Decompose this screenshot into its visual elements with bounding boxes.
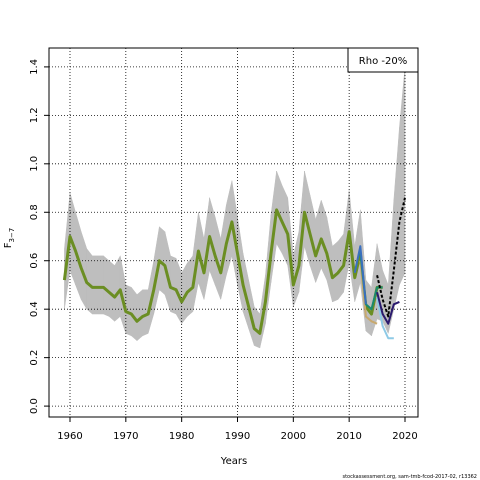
x-axis-label: Years: [220, 456, 247, 467]
x-tick-label: 1980: [169, 431, 194, 442]
series-line: [376, 291, 400, 325]
x-tick-label: 1960: [57, 431, 82, 442]
confidence-band: [393, 127, 400, 310]
footer: stockassessment.org, sam-tmb-fcod-2017-0…: [342, 474, 477, 480]
x-tick-label: 2010: [336, 431, 361, 442]
confidence-band: [92, 255, 99, 315]
series-line: [359, 260, 378, 325]
series-line: [376, 197, 406, 318]
y-tick-label: 0.0: [29, 398, 40, 414]
series-line: [376, 296, 394, 340]
y-tick-label: 1.0: [29, 156, 40, 172]
confidence-band: [399, 66, 406, 286]
x-tick-label: 2020: [392, 431, 417, 442]
y-tick-label: 0.8: [29, 204, 40, 220]
y-tick-label: 0.6: [29, 253, 40, 269]
x-tick-label: 1970: [113, 431, 138, 442]
y-tick-label: 0.2: [29, 350, 40, 366]
y-tick-label: 1.2: [29, 107, 40, 123]
confidence-band: [97, 255, 104, 315]
series-line: [353, 245, 367, 305]
y-tick-label: 0.4: [29, 301, 40, 317]
y-tick-label: 1.4: [29, 59, 40, 75]
plot-frame: [48, 47, 419, 418]
annotation: Rho -20%: [359, 56, 407, 67]
x-tick-label: 1990: [225, 431, 250, 442]
y-axis-label-sub: 3−7: [8, 228, 16, 243]
series-line: [62, 208, 383, 335]
y-axis-label: F3−7: [3, 228, 16, 249]
x-tick-label: 2000: [281, 431, 306, 442]
y-axis-label-main: F: [3, 242, 14, 248]
annotation-box: [347, 47, 419, 73]
